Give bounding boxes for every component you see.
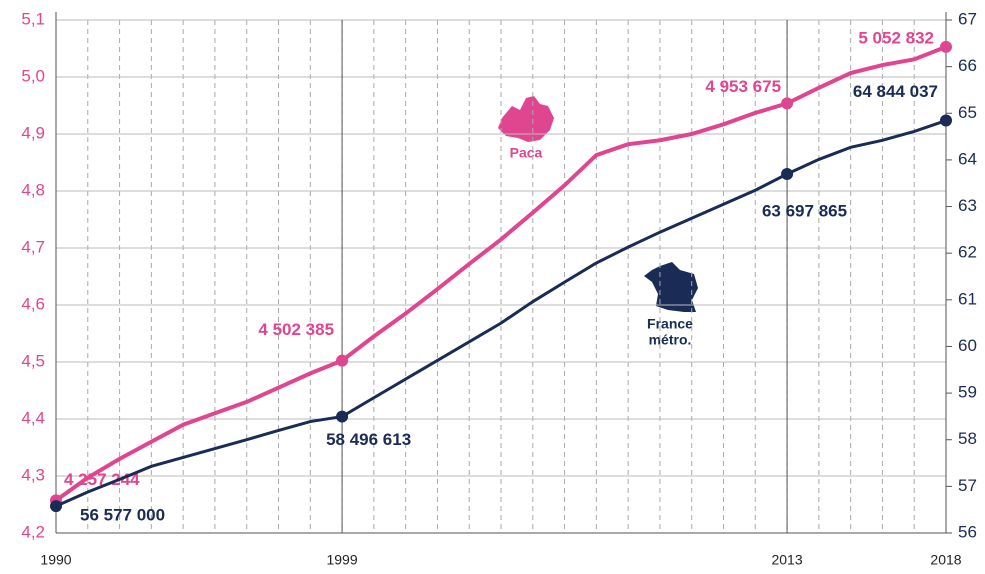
- x-tick-label: 1999: [326, 552, 357, 568]
- y2-tick-label: 66: [958, 56, 977, 75]
- data-label: 5 052 832: [858, 28, 934, 47]
- y2-tick-label: 56: [958, 522, 977, 541]
- y2-tick-label: 61: [958, 289, 977, 308]
- data-label: 4 953 675: [705, 77, 781, 96]
- y2-tick-label: 62: [958, 243, 977, 262]
- y-tick-label: 4,4: [21, 408, 45, 427]
- line: [55, 119, 947, 508]
- point: [940, 114, 952, 127]
- y-tick-label: 5,0: [21, 66, 45, 85]
- line: [54, 45, 947, 502]
- y-tick-label: 4,6: [21, 294, 45, 313]
- y-tick-label: 4,9: [21, 123, 45, 142]
- data-label: 64 844 037: [853, 82, 938, 101]
- point: [781, 97, 794, 110]
- y2-tick-label: 65: [958, 103, 977, 122]
- y2-tick-label: 67: [958, 9, 977, 28]
- data-label: 58 496 613: [326, 430, 411, 449]
- y-tick-label: 4,2: [21, 522, 45, 541]
- data-label: 56 577 000: [80, 506, 165, 525]
- data-label: 4 257 244: [64, 470, 140, 489]
- y-tick-label: 4,3: [21, 465, 45, 484]
- y2-tick-label: 60: [958, 336, 977, 355]
- point: [781, 167, 794, 180]
- data-label: 4 502 385: [258, 320, 334, 339]
- y2-tick-label: 59: [958, 383, 977, 402]
- x-tick-label: 2013: [771, 552, 802, 568]
- x-tick-label: 1990: [40, 552, 71, 568]
- y2-tick-label: 63: [958, 196, 977, 215]
- paca-map: [498, 96, 554, 142]
- point: [940, 40, 952, 53]
- y-tick-label: 4,8: [21, 180, 45, 199]
- point: [50, 500, 62, 513]
- france-map: [644, 262, 698, 312]
- annotation: France: [647, 316, 693, 332]
- y-tick-label: 4,7: [21, 237, 45, 256]
- point: [336, 410, 349, 423]
- y-tick-label: 5,1: [21, 9, 45, 28]
- x-tick-label: 2018: [930, 552, 961, 568]
- data-label: 63 697 865: [762, 201, 847, 220]
- y2-tick-label: 57: [958, 476, 977, 495]
- annotation: Paca: [510, 145, 543, 161]
- point: [336, 354, 349, 367]
- y-tick-label: 4,5: [21, 351, 45, 370]
- y2-tick-label: 58: [958, 429, 977, 448]
- annotation: métro.: [649, 332, 692, 348]
- y2-tick-label: 64: [958, 149, 977, 168]
